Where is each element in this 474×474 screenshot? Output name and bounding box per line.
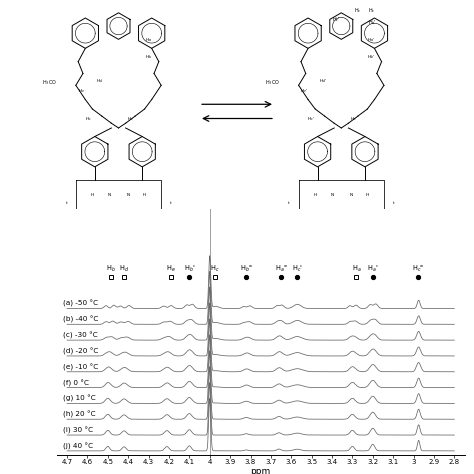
Text: (a) -50 °C: (a) -50 °C xyxy=(63,300,98,308)
Text: H$_3$CO: H$_3$CO xyxy=(42,79,57,87)
Text: t: t xyxy=(288,201,290,205)
Text: (b) -40 °C: (b) -40 °C xyxy=(63,316,99,323)
Text: H$_b$": H$_b$" xyxy=(240,264,253,273)
Text: H$_a$: H$_a$ xyxy=(352,264,361,273)
Text: H$_a$': H$_a$' xyxy=(368,18,376,27)
Text: H$_c$: H$_c$ xyxy=(354,6,362,15)
Text: (j) 40 °C: (j) 40 °C xyxy=(63,443,93,450)
Text: H$_c$": H$_c$" xyxy=(411,264,424,273)
Text: H$_c$': H$_c$' xyxy=(307,116,315,123)
Text: H$_e$': H$_e$' xyxy=(300,87,309,95)
Text: H$_c$: H$_c$ xyxy=(368,6,376,15)
Text: H: H xyxy=(143,193,146,197)
Text: H: H xyxy=(366,193,369,197)
Text: (c) -30 °C: (c) -30 °C xyxy=(63,332,98,339)
Text: (e) -10 °C: (e) -10 °C xyxy=(63,364,98,371)
Text: t: t xyxy=(392,201,394,205)
Text: H: H xyxy=(91,193,94,197)
Text: H$_d$: H$_d$ xyxy=(96,78,103,85)
Text: N: N xyxy=(349,193,352,197)
Text: H$_c$': H$_c$' xyxy=(332,15,341,24)
Text: H$_d$': H$_d$' xyxy=(319,78,327,85)
Text: H$_a$': H$_a$' xyxy=(367,264,378,273)
Text: H$_b$': H$_b$' xyxy=(367,53,375,61)
Text: H$_b$: H$_b$ xyxy=(106,264,116,273)
Text: H$_b$: H$_b$ xyxy=(145,53,152,61)
Text: H$_3$CO: H$_3$CO xyxy=(264,79,280,87)
Text: (d) -20 °C: (d) -20 °C xyxy=(63,348,99,355)
Text: H$_a$': H$_a$' xyxy=(367,36,375,44)
Text: H$_a$: H$_a$ xyxy=(145,36,152,44)
Text: (f) 0 °C: (f) 0 °C xyxy=(63,379,89,387)
Text: H$_c$': H$_c$' xyxy=(292,264,303,273)
Text: H$_a$": H$_a$" xyxy=(275,264,287,273)
Text: H: H xyxy=(314,193,317,197)
X-axis label: ppm: ppm xyxy=(251,466,271,474)
Text: (h) 20 °C: (h) 20 °C xyxy=(63,411,96,418)
Text: N: N xyxy=(127,193,129,197)
Text: N: N xyxy=(108,193,110,197)
Text: H$_c$: H$_c$ xyxy=(85,116,92,123)
Text: (g) 10 °C: (g) 10 °C xyxy=(63,395,96,402)
Text: (i) 30 °C: (i) 30 °C xyxy=(63,427,93,434)
Text: H$_c$: H$_c$ xyxy=(210,264,219,273)
Text: H$_c$: H$_c$ xyxy=(127,116,134,123)
Text: H$_b$': H$_b$' xyxy=(183,264,195,273)
Text: H$_c$': H$_c$' xyxy=(350,116,358,123)
Text: H$_d$: H$_d$ xyxy=(119,264,129,273)
Text: t: t xyxy=(170,201,172,205)
Text: H$_e$: H$_e$ xyxy=(166,264,176,273)
Text: N: N xyxy=(330,193,333,197)
Text: H$_e$: H$_e$ xyxy=(78,87,85,95)
Text: t: t xyxy=(65,201,67,205)
